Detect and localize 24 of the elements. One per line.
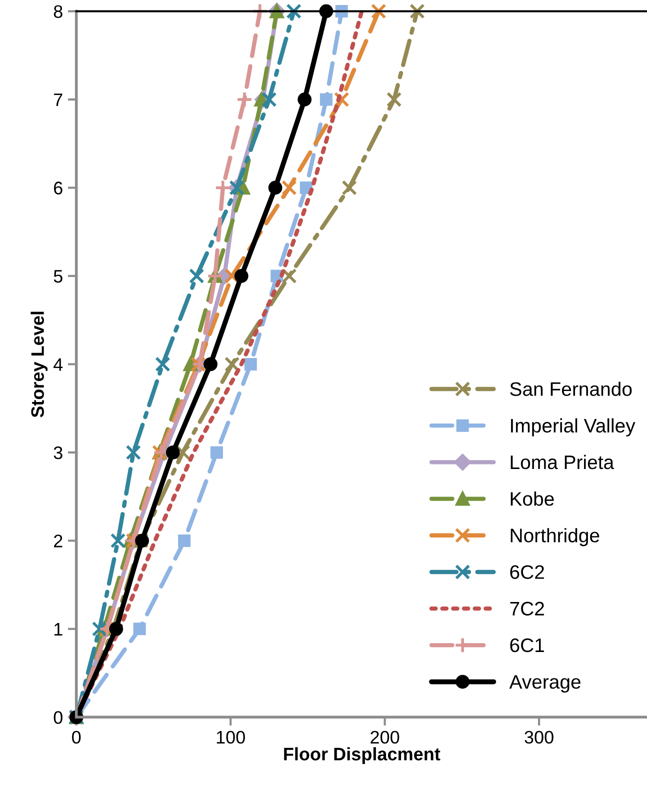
x-tick-label: 100 xyxy=(216,730,245,744)
y-tick-label: 7 xyxy=(54,94,62,106)
y-tick-label: 6 xyxy=(54,182,62,194)
legend-label: 6C2 xyxy=(510,565,544,579)
legend-label: Kobe xyxy=(510,492,554,506)
y-tick-label: 5 xyxy=(54,270,62,283)
legend-label: Northridge xyxy=(510,528,600,546)
legend-label: Loma Prieta xyxy=(510,454,614,470)
x-axis-title: Floor Displacment xyxy=(284,747,440,764)
x-tick-label: 300 xyxy=(524,730,554,744)
y-tick-label: 1 xyxy=(54,623,62,636)
y-tick-label: 3 xyxy=(54,446,62,460)
y-tick-label: 8 xyxy=(54,5,62,18)
legend-label: 6C1 xyxy=(510,638,544,652)
legend-label: 7C2 xyxy=(510,602,544,616)
y-axis-title: Storey Level xyxy=(30,312,48,418)
legend-label: Average xyxy=(509,675,580,693)
x-tick-label: 200 xyxy=(370,730,400,744)
y-tick-label: 2 xyxy=(54,534,62,548)
x-tick-label: 0 xyxy=(72,730,81,744)
y-tick-label: 0 xyxy=(54,711,62,724)
y-tick-label: 4 xyxy=(54,358,63,371)
legend-label: San Fernando xyxy=(510,382,632,396)
legend-label: Imperial Valley xyxy=(511,418,636,436)
